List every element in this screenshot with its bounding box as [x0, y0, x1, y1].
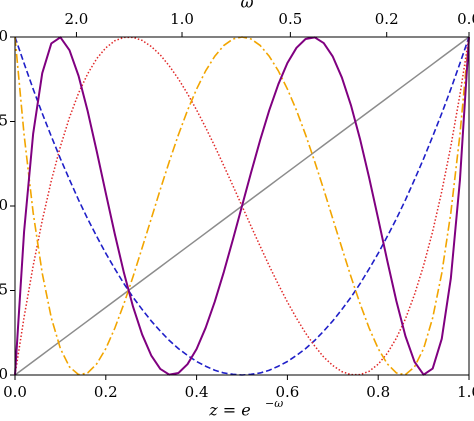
plot-frame [14, 36, 470, 376]
x-axis-label: z = e [208, 401, 250, 420]
y-tick-label: 1.00 [0, 27, 8, 45]
series-line [14, 36, 470, 376]
x-tick-label: 1.0 [457, 383, 474, 401]
x-tick-label: 0.6 [275, 383, 299, 401]
x-tick-label: 0.8 [366, 383, 390, 401]
x2-axis-label: ω [240, 0, 253, 12]
y-tick-label: 0.25 [0, 281, 8, 299]
x-tick-label: 0.4 [185, 383, 209, 401]
y-tick-label: 0.75 [0, 112, 8, 130]
x2-tick-label: 0.2 [375, 10, 399, 28]
x2-tick-label: 0.5 [278, 10, 302, 28]
x-axis-label-superscript: −ω [265, 397, 283, 410]
x-tick-label: 0.2 [94, 383, 118, 401]
y-tick-label: 0.50 [0, 196, 8, 214]
x-tick-label: 0.0 [3, 383, 27, 401]
x2-tick-label: 0.0 [457, 10, 474, 28]
x2-tick-label: 1.0 [170, 10, 194, 28]
x2-tick-label: 2.0 [65, 10, 89, 28]
y-tick-label: 0.00 [0, 365, 8, 383]
